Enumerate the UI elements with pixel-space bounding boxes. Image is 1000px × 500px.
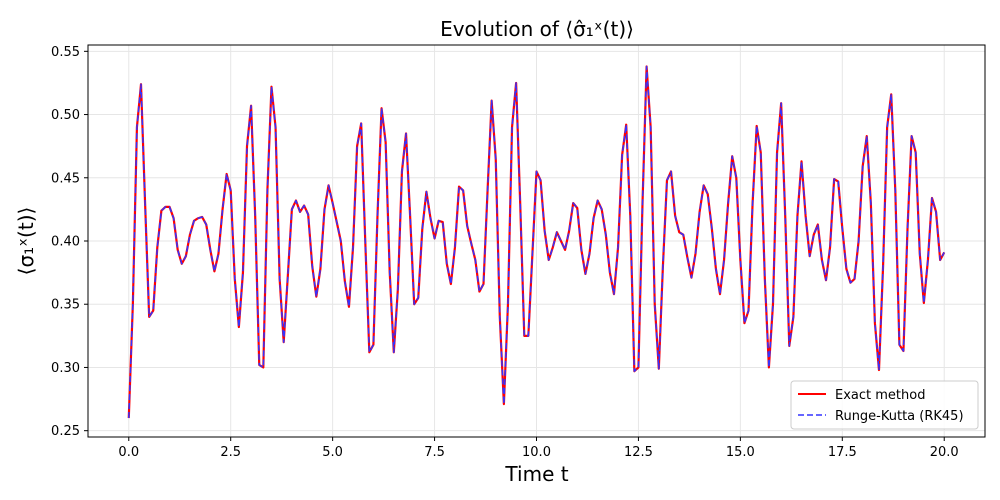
legend-box bbox=[790, 380, 979, 430]
y-tick-label: 0.30 bbox=[51, 361, 80, 376]
y-tick-label: 0.45 bbox=[51, 171, 80, 186]
x-tick-label: 15.0 bbox=[726, 445, 755, 460]
chart-title: Evolution of ⟨σ̂₁ˣ(t)⟩ bbox=[440, 17, 634, 41]
legend-label-exact: Exact method bbox=[835, 388, 925, 403]
x-axis-label: Time t bbox=[504, 462, 568, 486]
x-tick-label: 0.0 bbox=[118, 445, 139, 460]
y-tick-label: 0.25 bbox=[51, 424, 80, 439]
x-tick-label: 17.5 bbox=[828, 445, 857, 460]
y-tick-label: 0.35 bbox=[51, 298, 80, 313]
plot-lines bbox=[127, 65, 946, 419]
x-axis: 0.0 2.5 5.0 7.5 10.0 12.5 15.0 17.5 20.0 bbox=[118, 437, 959, 460]
y-tick-label: 0.50 bbox=[51, 108, 80, 123]
y-tick-label: 0.40 bbox=[51, 235, 80, 250]
x-tick-label: 2.5 bbox=[220, 445, 241, 460]
x-tick-label: 7.5 bbox=[424, 445, 445, 460]
legend: Exact method Runge-Kutta (RK45) bbox=[790, 380, 979, 430]
y-axis-label: ⟨σ₁ˣ(t)⟩ bbox=[14, 207, 38, 276]
y-axis: 0.25 0.30 0.35 0.40 0.45 0.50 0.55 bbox=[51, 45, 88, 439]
y-tick-label: 0.55 bbox=[51, 45, 80, 60]
x-tick-label: 12.5 bbox=[624, 445, 653, 460]
x-tick-label: 10.0 bbox=[522, 445, 551, 460]
legend-label-rk45: Runge-Kutta (RK45) bbox=[835, 409, 964, 424]
x-tick-label: 5.0 bbox=[322, 445, 343, 460]
x-tick-label: 20.0 bbox=[930, 445, 959, 460]
series-line-rk45 bbox=[128, 65, 945, 419]
